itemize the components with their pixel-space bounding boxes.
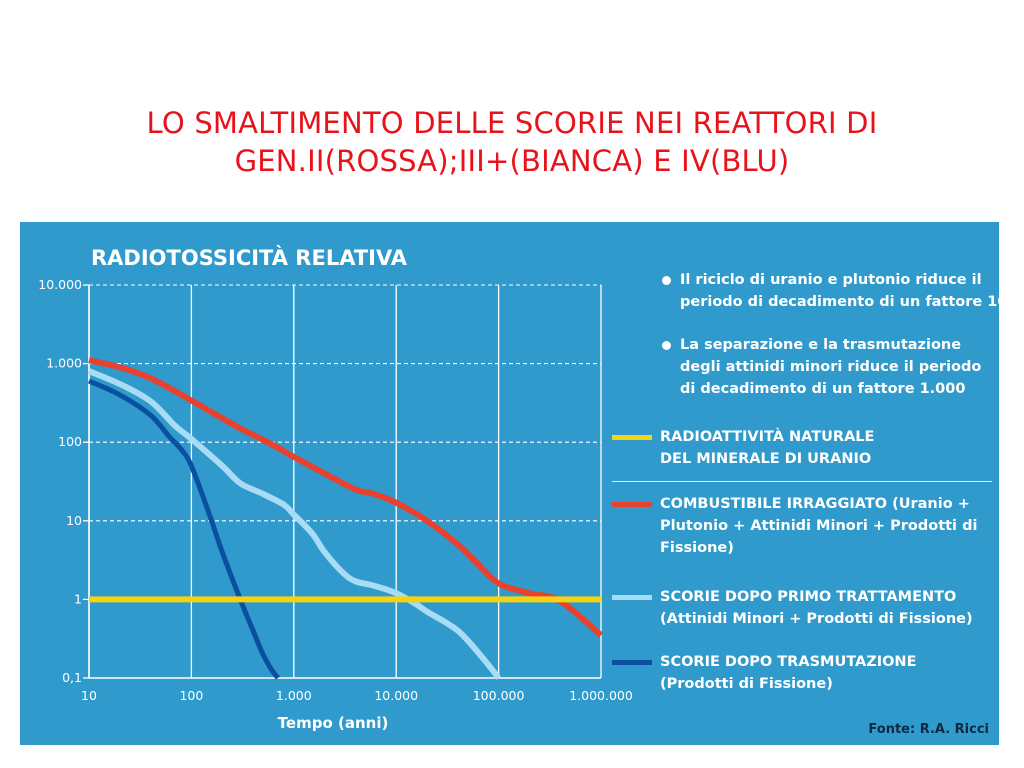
legend-item-natural-radioactivity: RADIOATTIVITÀ NATURALE DEL MINERALE DI U…: [612, 426, 1024, 470]
slide-title-line-1: LO SMALTIMENTO DELLE SCORIE NEI REATTORI…: [146, 106, 878, 140]
bullet-recycling: Il riciclo di uranio e plutonio riduce i…: [658, 269, 1024, 313]
legend-swatch-red: [612, 502, 652, 507]
legend-natural-line-1: RADIOATTIVITÀ NATURALE: [660, 429, 875, 445]
legend-transmutation-line-2: (Prodotti di Fissione): [660, 676, 833, 692]
chart-svg: RADIOTOSSICITÀ RELATIVA 10 100 1.000 10.000 1…: [38, 245, 633, 732]
legend-first-treatment-line-2: (Attinidi Minori + Prodotti di Fissione): [660, 611, 973, 627]
y-tick-label: 1.000: [46, 356, 82, 371]
bullet-recycling-line-2: periodo di decadimento di un fattore 10: [680, 294, 1008, 310]
legend-item-first-treatment: SCORIE DOPO PRIMO TRATTAMENTO (Attinidi …: [612, 586, 1024, 630]
x-tick-label: 100.000: [473, 688, 525, 703]
legend-first-treatment-line-1: SCORIE DOPO PRIMO TRATTAMENTO: [660, 589, 957, 605]
bullet-separation-line-2: degli attinidi minori riduce il periodo: [680, 359, 982, 375]
x-tick-label: 1.000: [276, 688, 312, 703]
legend-swatch-yellow: [612, 435, 652, 440]
legend-spent-fuel-line-2: Plutonio + Attinidi Minori + Prodotti di: [660, 518, 978, 534]
bullet-dot-icon: [662, 276, 671, 285]
y-tick-label: 1: [74, 591, 82, 606]
chart-title: RADIOTOSSICITÀ RELATIVA: [91, 245, 408, 270]
legend-spent-fuel-line-3: Fissione): [660, 540, 734, 556]
series-spent-fuel: [88, 357, 603, 638]
legend-transmutation-line-1: SCORIE DOPO TRASMUTAZIONE: [660, 654, 917, 670]
x-tick-label: 100: [179, 688, 203, 703]
bullet-separation-line-3: di decadimento di un fattore 1.000: [680, 381, 966, 397]
y-tick-label: 10: [66, 513, 82, 528]
bullet-recycling-line-1: Il riciclo di uranio e plutonio riduce i…: [680, 272, 982, 288]
legend-swatch-light-blue: [612, 595, 652, 600]
series-transmutation: [87, 378, 280, 680]
chart-figure: RADIOTOSSICITÀ RELATIVA 10 100 1.000 10.000 1…: [20, 222, 1007, 745]
legend-item-transmutation: SCORIE DOPO TRASMUTAZIONE (Prodotti di F…: [612, 651, 1024, 695]
x-tick-label: 1.000.000: [569, 688, 633, 703]
y-tick-label: 10.000: [38, 277, 82, 292]
bullet-separation: La separazione e la trasmutazione degli …: [658, 334, 1024, 400]
legend-item-spent-fuel: COMBUSTIBILE IRRAGGIATO (Uranio + Pluton…: [612, 493, 1024, 559]
slide-title: LO SMALTIMENTO DELLE SCORIE NEI REATTORI…: [30, 104, 994, 180]
plot-area: [87, 357, 603, 680]
y-tick-label: 100: [58, 434, 82, 449]
x-axis-label: Tempo (anni): [278, 714, 389, 732]
legend-swatch-dark-blue: [612, 660, 652, 665]
legend-divider: [612, 481, 992, 482]
x-tick-label: 10.000: [374, 688, 418, 703]
bullet-dot-icon: [662, 341, 671, 350]
bullet-separation-line-1: La separazione e la trasmutazione: [680, 337, 962, 353]
legend-spent-fuel-line-1: COMBUSTIBILE IRRAGGIATO (Uranio +: [660, 496, 970, 512]
legend-natural-line-2: DEL MINERALE DI URANIO: [660, 451, 872, 467]
series-first-treatment: [87, 368, 501, 680]
y-tick-label: 0,1: [62, 670, 82, 685]
slide-title-line-2: GEN.II(ROSSA);III+(BIANCA) E IV(BLU): [234, 144, 790, 178]
source-credit: Fonte: R.A. Ricci: [868, 722, 989, 737]
x-tick-label: 10: [81, 688, 97, 703]
